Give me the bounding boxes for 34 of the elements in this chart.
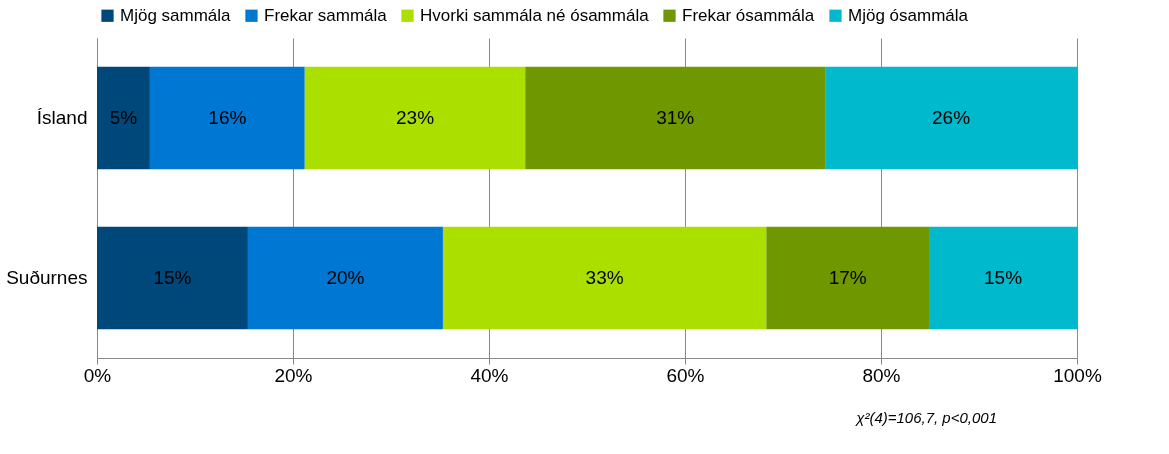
bar: [525, 66, 826, 170]
legend-label: Mjög ósammála: [848, 5, 969, 25]
data-label: 26%: [932, 107, 971, 128]
bar: [825, 66, 1077, 170]
bar: [929, 226, 1077, 330]
text: χ²(4)=106,7, p<0,001: [854, 409, 997, 426]
y-tick-label: Ísland: [36, 107, 88, 128]
data-label: 23%: [395, 107, 435, 128]
data-label: 16%: [208, 107, 247, 128]
data-label: 5%: [109, 107, 138, 128]
bar: [442, 226, 767, 330]
bar: [97, 226, 248, 330]
data-label: 17%: [828, 267, 867, 288]
bar: [97, 66, 150, 170]
legend-label: Frekar sammála: [264, 5, 388, 25]
legend-label: Mjög sammála: [120, 5, 232, 25]
x-tick-label: 60%: [666, 364, 705, 386]
data-label: 31%: [656, 107, 695, 128]
bar: [149, 66, 305, 170]
legend-label: Frekar ósammála: [682, 5, 815, 25]
bar: [247, 226, 443, 330]
x-tick-label: 80%: [862, 364, 901, 386]
x-tick-label: 0%: [83, 364, 112, 386]
data-label: 15%: [983, 267, 1023, 288]
y-tick-label: Suðurnes: [6, 267, 88, 288]
x-tick-label: 20%: [274, 364, 313, 386]
data-label: 33%: [585, 267, 624, 288]
bar: [304, 66, 526, 170]
bar: [766, 226, 930, 330]
legend-label: Hvorki sammála né ósammála: [420, 5, 650, 25]
data-label: 15%: [153, 267, 192, 288]
x-tick-label: 40%: [470, 364, 509, 386]
x-tick-label: 100%: [1053, 364, 1102, 386]
data-label: 20%: [326, 267, 365, 288]
